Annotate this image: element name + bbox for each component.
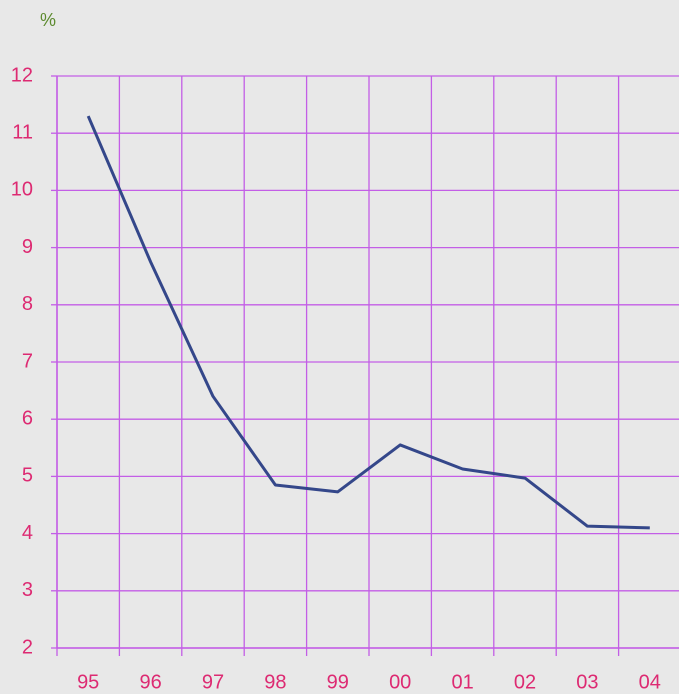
y-tick-label: 8 [22,293,33,315]
x-tick-label: 01 [451,671,473,693]
line [86,115,650,530]
y-tick-label: 11 [12,121,33,143]
y-tick-label: 9 [22,236,33,258]
y-tick-label: 2 [22,636,33,658]
y-tick-label: 12 [11,64,33,86]
y-tick-label: 10 [11,179,33,201]
x-tick-label: 99 [327,671,349,693]
x-tick-label: 00 [389,671,411,693]
y-tick-label: 5 [22,465,33,487]
x-tick-label: 97 [202,671,224,693]
y-tick-label: 3 [22,579,33,601]
x-tick-label: 96 [139,671,161,693]
y-axis-label: % [40,10,56,30]
x-tick-label: 03 [576,671,598,693]
x-tick-label: 98 [264,671,286,693]
x-tick-label: 95 [77,671,99,693]
x-tick-label: 04 [639,671,661,693]
x-tick-label: 02 [514,671,536,693]
y-tick-label: 6 [22,407,33,429]
y-tick-label: 4 [22,522,33,544]
y-tick-label: 7 [22,350,33,372]
